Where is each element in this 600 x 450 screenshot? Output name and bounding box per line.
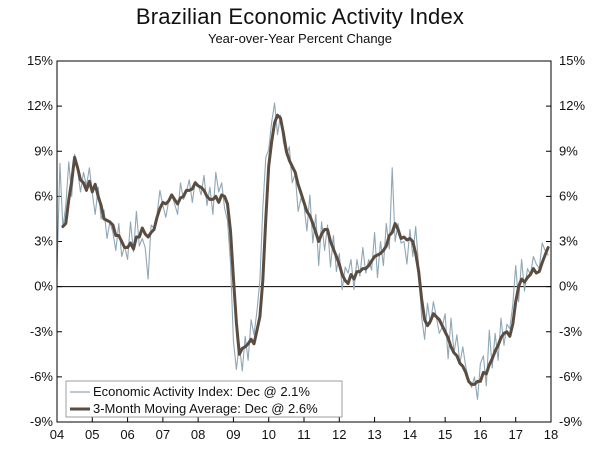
x-tick-label: 10 (261, 427, 275, 442)
x-tick-label: 09 (226, 427, 240, 442)
x-tick-label: 15 (438, 427, 452, 442)
x-tick-label: 04 (50, 427, 64, 442)
legend-label-moving-average: 3-Month Moving Average: Dec @ 2.6% (93, 401, 318, 416)
y-tick-label-right: -6% (559, 369, 583, 384)
legend-box (65, 380, 343, 418)
x-tick-label: 12 (332, 427, 346, 442)
x-tick-label: 18 (544, 427, 558, 442)
x-tick-label: 06 (120, 427, 134, 442)
x-tick-label: 07 (156, 427, 170, 442)
y-tick-label-left: 12% (27, 98, 53, 113)
y-tick-label-left: -9% (30, 414, 54, 429)
plot-frame (56, 60, 552, 423)
y-tick-label-left: -6% (30, 369, 54, 384)
x-tick-label: 05 (85, 427, 99, 442)
series-line-moving-average (61, 113, 550, 386)
y-tick-label-right: 3% (559, 234, 578, 249)
x-tick-label: 11 (297, 427, 311, 442)
y-tick-label-right: 9% (559, 143, 578, 158)
x-tick-label: 16 (473, 427, 487, 442)
x-tick-label: 17 (508, 427, 522, 442)
y-tick-label-left: 9% (34, 143, 53, 158)
chart-title: Brazilian Economic Activity Index (135, 4, 465, 29)
y-tick-label-left: -3% (30, 324, 54, 339)
y-tick-label-right: 15% (559, 53, 585, 68)
chart-subtitle: Year-over-Year Percent Change (207, 31, 393, 46)
x-tick-label: 08 (191, 427, 205, 442)
y-tick-label-right: 12% (559, 98, 585, 113)
y-tick-label-left: 15% (27, 53, 53, 68)
x-tick-label: 13 (367, 427, 381, 442)
legend: Economic Activity Index: Dec @ 2.1% 3-Mo… (65, 380, 343, 418)
y-tick-label-right: 6% (559, 188, 578, 203)
series-line-economic-activity (56, 102, 549, 400)
legend-label-economic-activity: Economic Activity Index: Dec @ 2.1% (93, 384, 310, 399)
y-tick-label-right: 0% (559, 279, 578, 294)
y-tick-label-right: -9% (559, 414, 583, 429)
y-tick-label-left: 3% (34, 234, 53, 249)
y-tick-label-left: 6% (34, 188, 53, 203)
y-tick-label-right: -3% (559, 324, 583, 339)
x-tick-label: 14 (403, 427, 417, 442)
series-layer (56, 102, 550, 400)
axes-layer: 15% 15% 12% 12% 9% 9% 6% 6% 3% 3% 0% 0% -3% -3% -6% -6%… (27, 53, 585, 442)
y-tick-label-left: 0% (34, 279, 53, 294)
